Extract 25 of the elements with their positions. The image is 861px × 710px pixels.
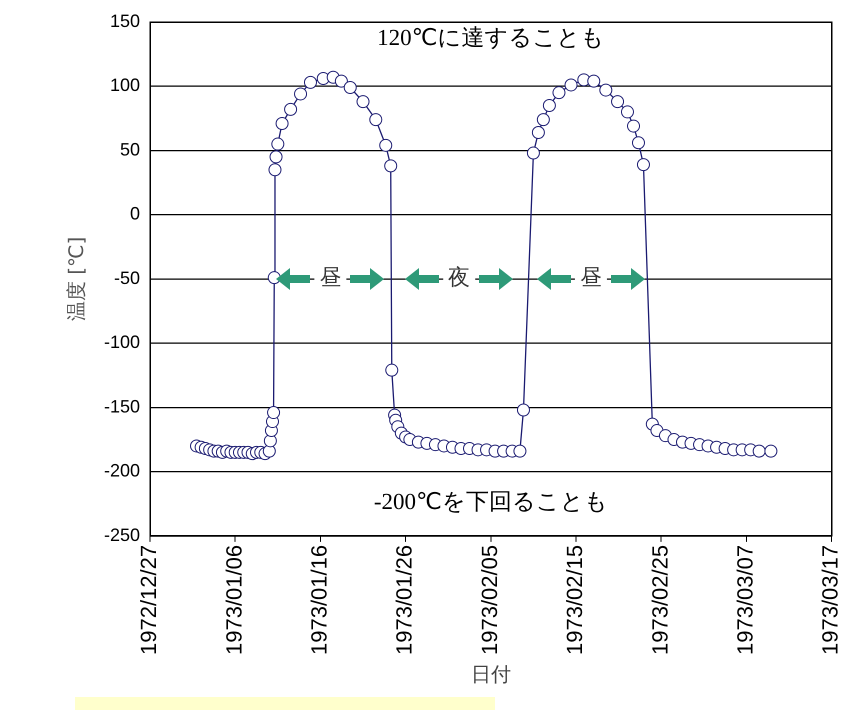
x-tick-label: 1973/02/25 xyxy=(647,544,672,655)
x-tick-label: 1973/03/07 xyxy=(732,544,758,655)
y-tick-label: 150 xyxy=(110,10,140,31)
y-tick-label: -200 xyxy=(104,460,140,481)
annotation: 昼 xyxy=(580,266,602,291)
x-tick-label: 1973/02/05 xyxy=(476,544,502,655)
x-tick-label: 1973/01/16 xyxy=(306,544,332,655)
y-tick-label: -50 xyxy=(114,268,140,288)
y-tick-label: 100 xyxy=(110,75,140,96)
x-tick-label: 1973/02/15 xyxy=(562,544,588,655)
y-tick-label: 50 xyxy=(120,139,140,160)
x-tick-label: 1972/12/27 xyxy=(136,544,162,655)
y-axis-title: 温度 [℃] xyxy=(64,236,88,322)
y-tick-label: -150 xyxy=(104,396,140,416)
x-axis-title: 日付 xyxy=(470,662,511,686)
annotation: 120℃に達することも xyxy=(377,25,604,50)
y-tick-label: 0 xyxy=(130,204,140,224)
x-tick-label: 1973/03/17 xyxy=(818,544,843,655)
annotation: -200℃を下回ることも xyxy=(374,488,608,514)
annotation: 昼 xyxy=(319,266,342,291)
y-tick-label: -250 xyxy=(104,524,140,545)
y-tick-label: -100 xyxy=(104,332,140,352)
x-tick-label: 1973/01/26 xyxy=(392,544,417,655)
x-tick-label: 1973/01/06 xyxy=(221,544,246,655)
annotation: 夜 xyxy=(448,266,470,291)
